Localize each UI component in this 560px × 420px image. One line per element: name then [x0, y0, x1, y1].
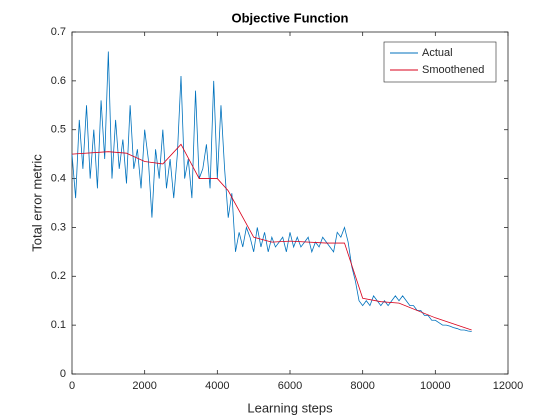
- y-tick-label: 0.5: [51, 124, 66, 136]
- chart-title: Objective Function: [231, 10, 348, 25]
- y-tick-label: 0.1: [51, 319, 66, 331]
- y-tick-label: 0.2: [51, 270, 66, 282]
- x-axis-label: Learning steps: [247, 400, 333, 415]
- x-tick-label: 10000: [420, 380, 451, 392]
- legend-label: Actual: [422, 47, 453, 59]
- series-line: [71, 51, 472, 332]
- x-tick-label: 6000: [278, 380, 302, 392]
- y-tick-label: 0: [60, 368, 66, 380]
- series-line: [71, 143, 472, 331]
- y-tick-label: 0.6: [51, 75, 66, 87]
- x-tick-label: 2000: [132, 380, 156, 392]
- legend-box: [383, 41, 497, 83]
- x-tick-label: 8000: [350, 380, 374, 392]
- x-tick-label: 12000: [493, 380, 524, 392]
- x-tick-label: 0: [69, 380, 75, 392]
- legend-label: Smoothened: [422, 64, 484, 76]
- x-tick-label: 4000: [205, 380, 229, 392]
- y-tick-label: 0.7: [51, 26, 66, 38]
- plot-area: [71, 31, 509, 375]
- y-tick-label: 0.4: [51, 172, 66, 184]
- y-axis-label: Total error metric: [29, 154, 44, 252]
- y-tick-label: 0.3: [51, 221, 66, 233]
